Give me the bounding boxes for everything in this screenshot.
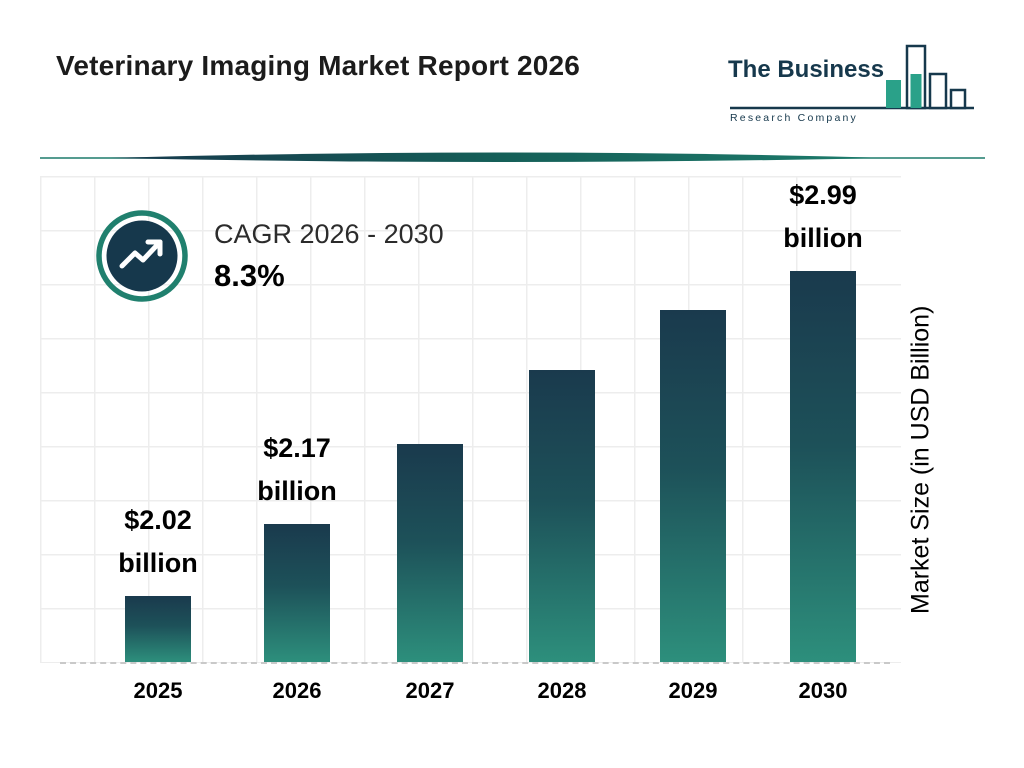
bar-column-2025: $2.02 billion bbox=[92, 499, 224, 662]
bar-column-2028 bbox=[496, 370, 628, 662]
x-axis-baseline bbox=[60, 662, 890, 664]
bar-column-2026: $2.17 billion bbox=[231, 427, 363, 662]
x-tick-2029: 2029 bbox=[668, 678, 718, 703]
divider bbox=[40, 152, 985, 162]
x-tick-2030: 2030 bbox=[798, 678, 848, 703]
x-tick-2028: 2028 bbox=[537, 678, 587, 703]
bar-2025 bbox=[125, 596, 191, 662]
bars-area: $2.02 billion $2.17 billion $2.99 billion bbox=[40, 176, 901, 663]
bar-column-2027 bbox=[364, 444, 496, 662]
x-tick-2026: 2026 bbox=[272, 678, 322, 703]
trend-up-icon bbox=[96, 210, 188, 302]
bar-2030 bbox=[790, 271, 856, 662]
logo-text-line2: Research Company bbox=[730, 112, 858, 124]
bar-2028 bbox=[529, 370, 595, 662]
x-tick-2027: 2027 bbox=[405, 678, 455, 703]
value-label-2030: $2.99 billion bbox=[783, 179, 863, 254]
bar-2027 bbox=[397, 444, 463, 662]
page-title: Veterinary Imaging Market Report 2026 bbox=[56, 50, 581, 81]
x-tick-2025: 2025 bbox=[133, 678, 183, 703]
logo-bars-icon bbox=[730, 44, 974, 110]
value-label-2026: $2.17 billion bbox=[257, 432, 337, 507]
bar-column-2029 bbox=[627, 310, 759, 662]
cagr-block: CAGR 2026 - 2030 8.3% bbox=[94, 208, 444, 304]
y-axis-title: Market Size (in USD Billion) bbox=[906, 305, 935, 615]
bar-2029 bbox=[660, 310, 726, 662]
logo: The Business Research Company bbox=[726, 40, 976, 132]
bar-column-2030: $2.99 billion bbox=[757, 174, 889, 662]
cagr-label: CAGR 2026 - 2030 bbox=[214, 218, 444, 249]
logo-text-line1: The Business bbox=[728, 56, 885, 83]
x-axis-labels: 2025 2026 2027 2028 2029 2030 bbox=[40, 678, 901, 712]
cagr-text: CAGR 2026 - 2030 8.3% bbox=[214, 219, 444, 294]
cagr-value: 8.3% bbox=[214, 257, 285, 293]
bar-2026 bbox=[264, 524, 330, 662]
value-label-2025: $2.02 billion bbox=[118, 504, 198, 579]
